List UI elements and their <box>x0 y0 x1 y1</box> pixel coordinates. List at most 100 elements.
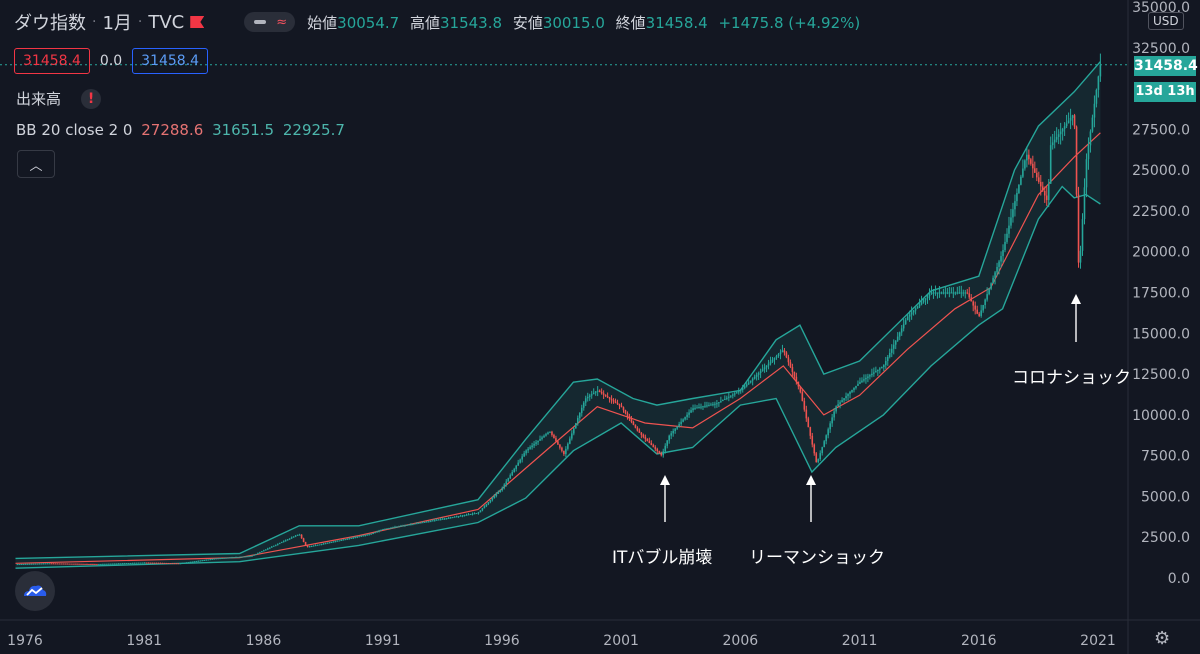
candle-body <box>539 439 541 441</box>
candle-body <box>368 534 370 536</box>
candle-body <box>72 563 74 565</box>
candle-body <box>445 518 448 520</box>
sell-button[interactable]: 31458.4 <box>14 48 90 74</box>
candle-body <box>247 556 249 558</box>
candle-body <box>416 523 418 525</box>
candle-body <box>447 517 450 519</box>
candle-body <box>471 513 474 515</box>
candle-body <box>567 443 569 449</box>
currency-label[interactable]: USD <box>1148 12 1184 30</box>
time-tick-label: 2021 <box>1080 633 1116 649</box>
candle-body <box>455 516 458 518</box>
candle-body <box>626 413 629 417</box>
candle-body <box>801 392 804 401</box>
candle-body <box>867 376 869 378</box>
candle-body <box>892 344 895 349</box>
candle-body <box>217 558 219 560</box>
candle-body <box>555 438 557 442</box>
candle-body <box>839 402 841 405</box>
candle-body <box>571 433 573 439</box>
open-label: 始値 <box>307 13 338 32</box>
candle-body <box>237 556 239 558</box>
volume-legend[interactable]: 出来高 ! <box>16 88 102 109</box>
candle-body <box>525 450 527 454</box>
candle-body <box>650 442 653 446</box>
candle-body <box>604 394 607 397</box>
candle-body <box>82 563 84 565</box>
approx-icon[interactable]: ≈ <box>276 14 288 30</box>
candle-body <box>722 399 724 402</box>
candle-body <box>16 564 19 566</box>
candle-body <box>763 367 766 370</box>
change-value: +1475.8 (+4.92%) <box>718 13 861 32</box>
candle-body <box>34 563 37 565</box>
candle-body <box>877 369 879 372</box>
candle-body <box>86 563 88 565</box>
candle-body <box>310 545 313 547</box>
price-tick-label: 15000.0 <box>1132 326 1190 342</box>
candle-body <box>179 563 182 565</box>
close-value: 31458.4 <box>645 13 708 32</box>
candle-body <box>809 427 812 436</box>
warning-icon[interactable]: ! <box>81 88 102 109</box>
candle-body <box>553 434 555 439</box>
collapse-legend-button[interactable]: ︿ <box>17 150 55 178</box>
candle-body <box>40 563 43 565</box>
candle-body <box>382 528 384 530</box>
candle-body <box>135 562 138 564</box>
lower-value: 22925.7 <box>282 121 345 139</box>
candle-body <box>123 563 126 565</box>
separator-dot: · <box>92 14 97 30</box>
candle-body <box>1073 115 1076 127</box>
interval-label[interactable]: 1月 <box>102 13 132 34</box>
candle-body <box>588 395 591 397</box>
candle-body <box>1079 250 1082 263</box>
gear-icon[interactable]: ⚙ <box>1154 628 1171 649</box>
tradingview-logo[interactable] <box>15 571 55 611</box>
candle-body <box>457 516 460 518</box>
candle-body <box>104 563 106 565</box>
candle-body <box>986 294 988 300</box>
candle-body <box>50 563 53 565</box>
candle-body <box>52 563 55 565</box>
candle-body <box>427 521 430 523</box>
candle-body <box>827 429 829 436</box>
candle-body <box>926 296 929 299</box>
candle-body <box>189 561 192 563</box>
candle-body <box>433 520 436 522</box>
candle-body <box>437 519 440 521</box>
candle-body <box>439 519 442 521</box>
candle-body <box>531 445 533 448</box>
candle-body <box>324 543 327 545</box>
candle-body <box>600 392 603 394</box>
minus-icon[interactable] <box>254 20 267 24</box>
candle-body <box>272 545 275 547</box>
candle-body <box>857 383 859 386</box>
candle-body <box>203 559 206 561</box>
upper-value: 31651.5 <box>212 121 275 139</box>
candle-body <box>710 404 712 406</box>
candle-body <box>153 562 156 564</box>
candle-body <box>398 526 400 528</box>
candle-body <box>302 538 305 542</box>
buy-button[interactable]: 31458.4 <box>132 48 209 74</box>
candle-body <box>306 545 309 547</box>
price-tick-label: 25000.0 <box>1132 163 1190 179</box>
candle-body <box>815 453 818 463</box>
candle-body <box>1077 194 1080 263</box>
candle-body <box>145 562 148 564</box>
candle-body <box>769 361 772 364</box>
candle-body <box>823 441 825 448</box>
symbol-name[interactable]: ダウ指数 <box>14 13 86 34</box>
candle-body <box>733 393 736 395</box>
price-axis[interactable]: 0.0 2500.0 5000.0 7500.0 10000.0 12500.0 15000… <box>1127 0 1190 654</box>
chart-style-toggle[interactable]: ≈ <box>244 12 296 32</box>
candle-body <box>630 418 633 422</box>
candle-body <box>60 563 62 565</box>
candle-body <box>668 435 670 441</box>
candle-body <box>996 266 998 273</box>
time-axis[interactable]: 1976 1981 1986 1991 1996 2001 2006 2011 2016 2021 <box>0 619 1200 649</box>
candle-body <box>44 563 47 565</box>
bollinger-legend[interactable]: BB 20 close 2 0 27288.6 31651.5 22925.7 <box>16 121 345 139</box>
